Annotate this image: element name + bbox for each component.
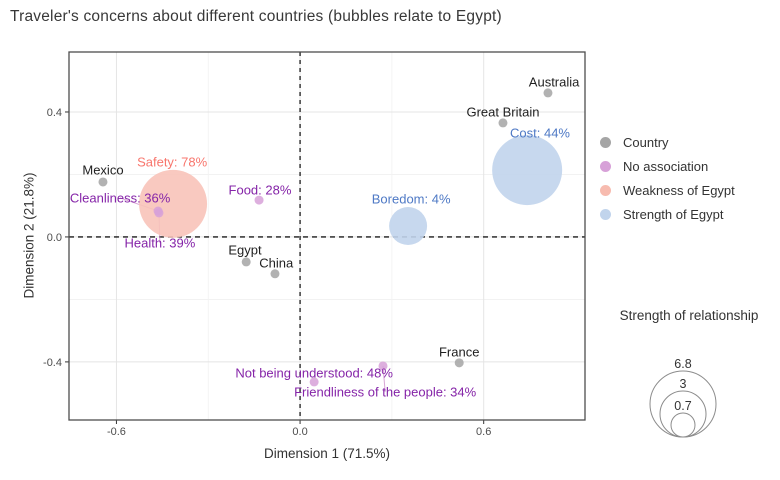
size-legend: Strength of relationship 6.8 3 0.7: [598, 308, 780, 443]
point-food-28: [254, 195, 264, 205]
x-tick-label: 0.0: [292, 426, 307, 438]
legend-label: Weakness of Egypt: [623, 182, 735, 198]
panel-border: [68, 51, 586, 421]
legend-dot-weakness-of-egypt: [600, 184, 611, 196]
size-legend-title: Strength of relationship: [619, 308, 759, 323]
panel-background: [69, 52, 585, 420]
size-value-6.8: 6.8: [674, 357, 691, 371]
label-safety-78: Safety: 78%: [137, 154, 208, 169]
point-not-being-understood-48: [309, 377, 319, 387]
y-tick-label: 0.0: [47, 232, 62, 244]
label-egypt: Egypt: [228, 243, 262, 258]
label-food-28: Food: 28%: [229, 183, 292, 198]
bubble-boredom-4: [389, 207, 428, 246]
legend-item-strength-of-egypt: Strength of Egypt: [598, 202, 735, 226]
legend-label: No association: [623, 158, 709, 174]
bubble-safety-78: [139, 169, 208, 238]
x-tick-label: -0.6: [107, 426, 126, 438]
label-france: France: [439, 344, 479, 359]
y-axis-title: Dimension 2 (21.8%): [21, 172, 37, 299]
size-value-3: 3: [680, 377, 687, 391]
label-china: China: [259, 255, 294, 270]
label-friendliness-of-the-people-34: Friendliness of the people: 34%: [294, 384, 477, 399]
label-mexico: Mexico: [82, 163, 123, 178]
label-boredom-4: Boredom: 4%: [372, 191, 451, 206]
y-tick-label: 0.4: [47, 107, 62, 119]
bubble-cost-44: [492, 135, 563, 206]
legend-item-weakness-of-egypt: Weakness of Egypt: [598, 178, 735, 202]
point-great-britain: [498, 118, 508, 128]
point-friendliness-of-the-people-34: [378, 361, 388, 371]
legend-dot-strength-of-egypt: [600, 208, 611, 220]
size-circle-0.7: [670, 412, 696, 438]
legend-label: Country: [623, 134, 669, 150]
label-cleanliness-36: Cleanliness: 36%: [70, 190, 171, 205]
label-health-39: Health: 39%: [124, 235, 195, 250]
legend-label: Strength of Egypt: [623, 206, 724, 222]
legend-dot-no-association: [600, 160, 611, 172]
point-egypt: [241, 257, 251, 267]
legend-item-country: Country: [598, 130, 735, 154]
size-legend-circles: 6.8 3 0.7: [649, 357, 717, 438]
legend-item-no-association: No association: [598, 154, 735, 178]
label-not-being-understood-48: Not being understood: 48%: [235, 365, 393, 380]
chart-title: Traveler's concerns about different coun…: [10, 8, 502, 25]
color-legend: Country No association Weakness of Egypt…: [598, 130, 735, 226]
point-france: [454, 358, 464, 368]
legend-dot-country: [600, 136, 611, 148]
y-tick-label: -0.4: [43, 357, 62, 369]
x-axis-title: Dimension 1 (71.5%): [263, 446, 391, 461]
point-australia: [543, 88, 553, 98]
label-australia: Australia: [529, 74, 580, 89]
point-health-39: [154, 208, 164, 218]
x-tick-label: 0.6: [476, 426, 491, 438]
size-value-0.7: 0.7: [674, 399, 691, 413]
point-mexico: [98, 177, 108, 187]
label-cost-44: Cost: 44%: [510, 125, 570, 140]
label-great-britain: Great Britain: [466, 104, 539, 119]
point-china: [270, 269, 280, 279]
